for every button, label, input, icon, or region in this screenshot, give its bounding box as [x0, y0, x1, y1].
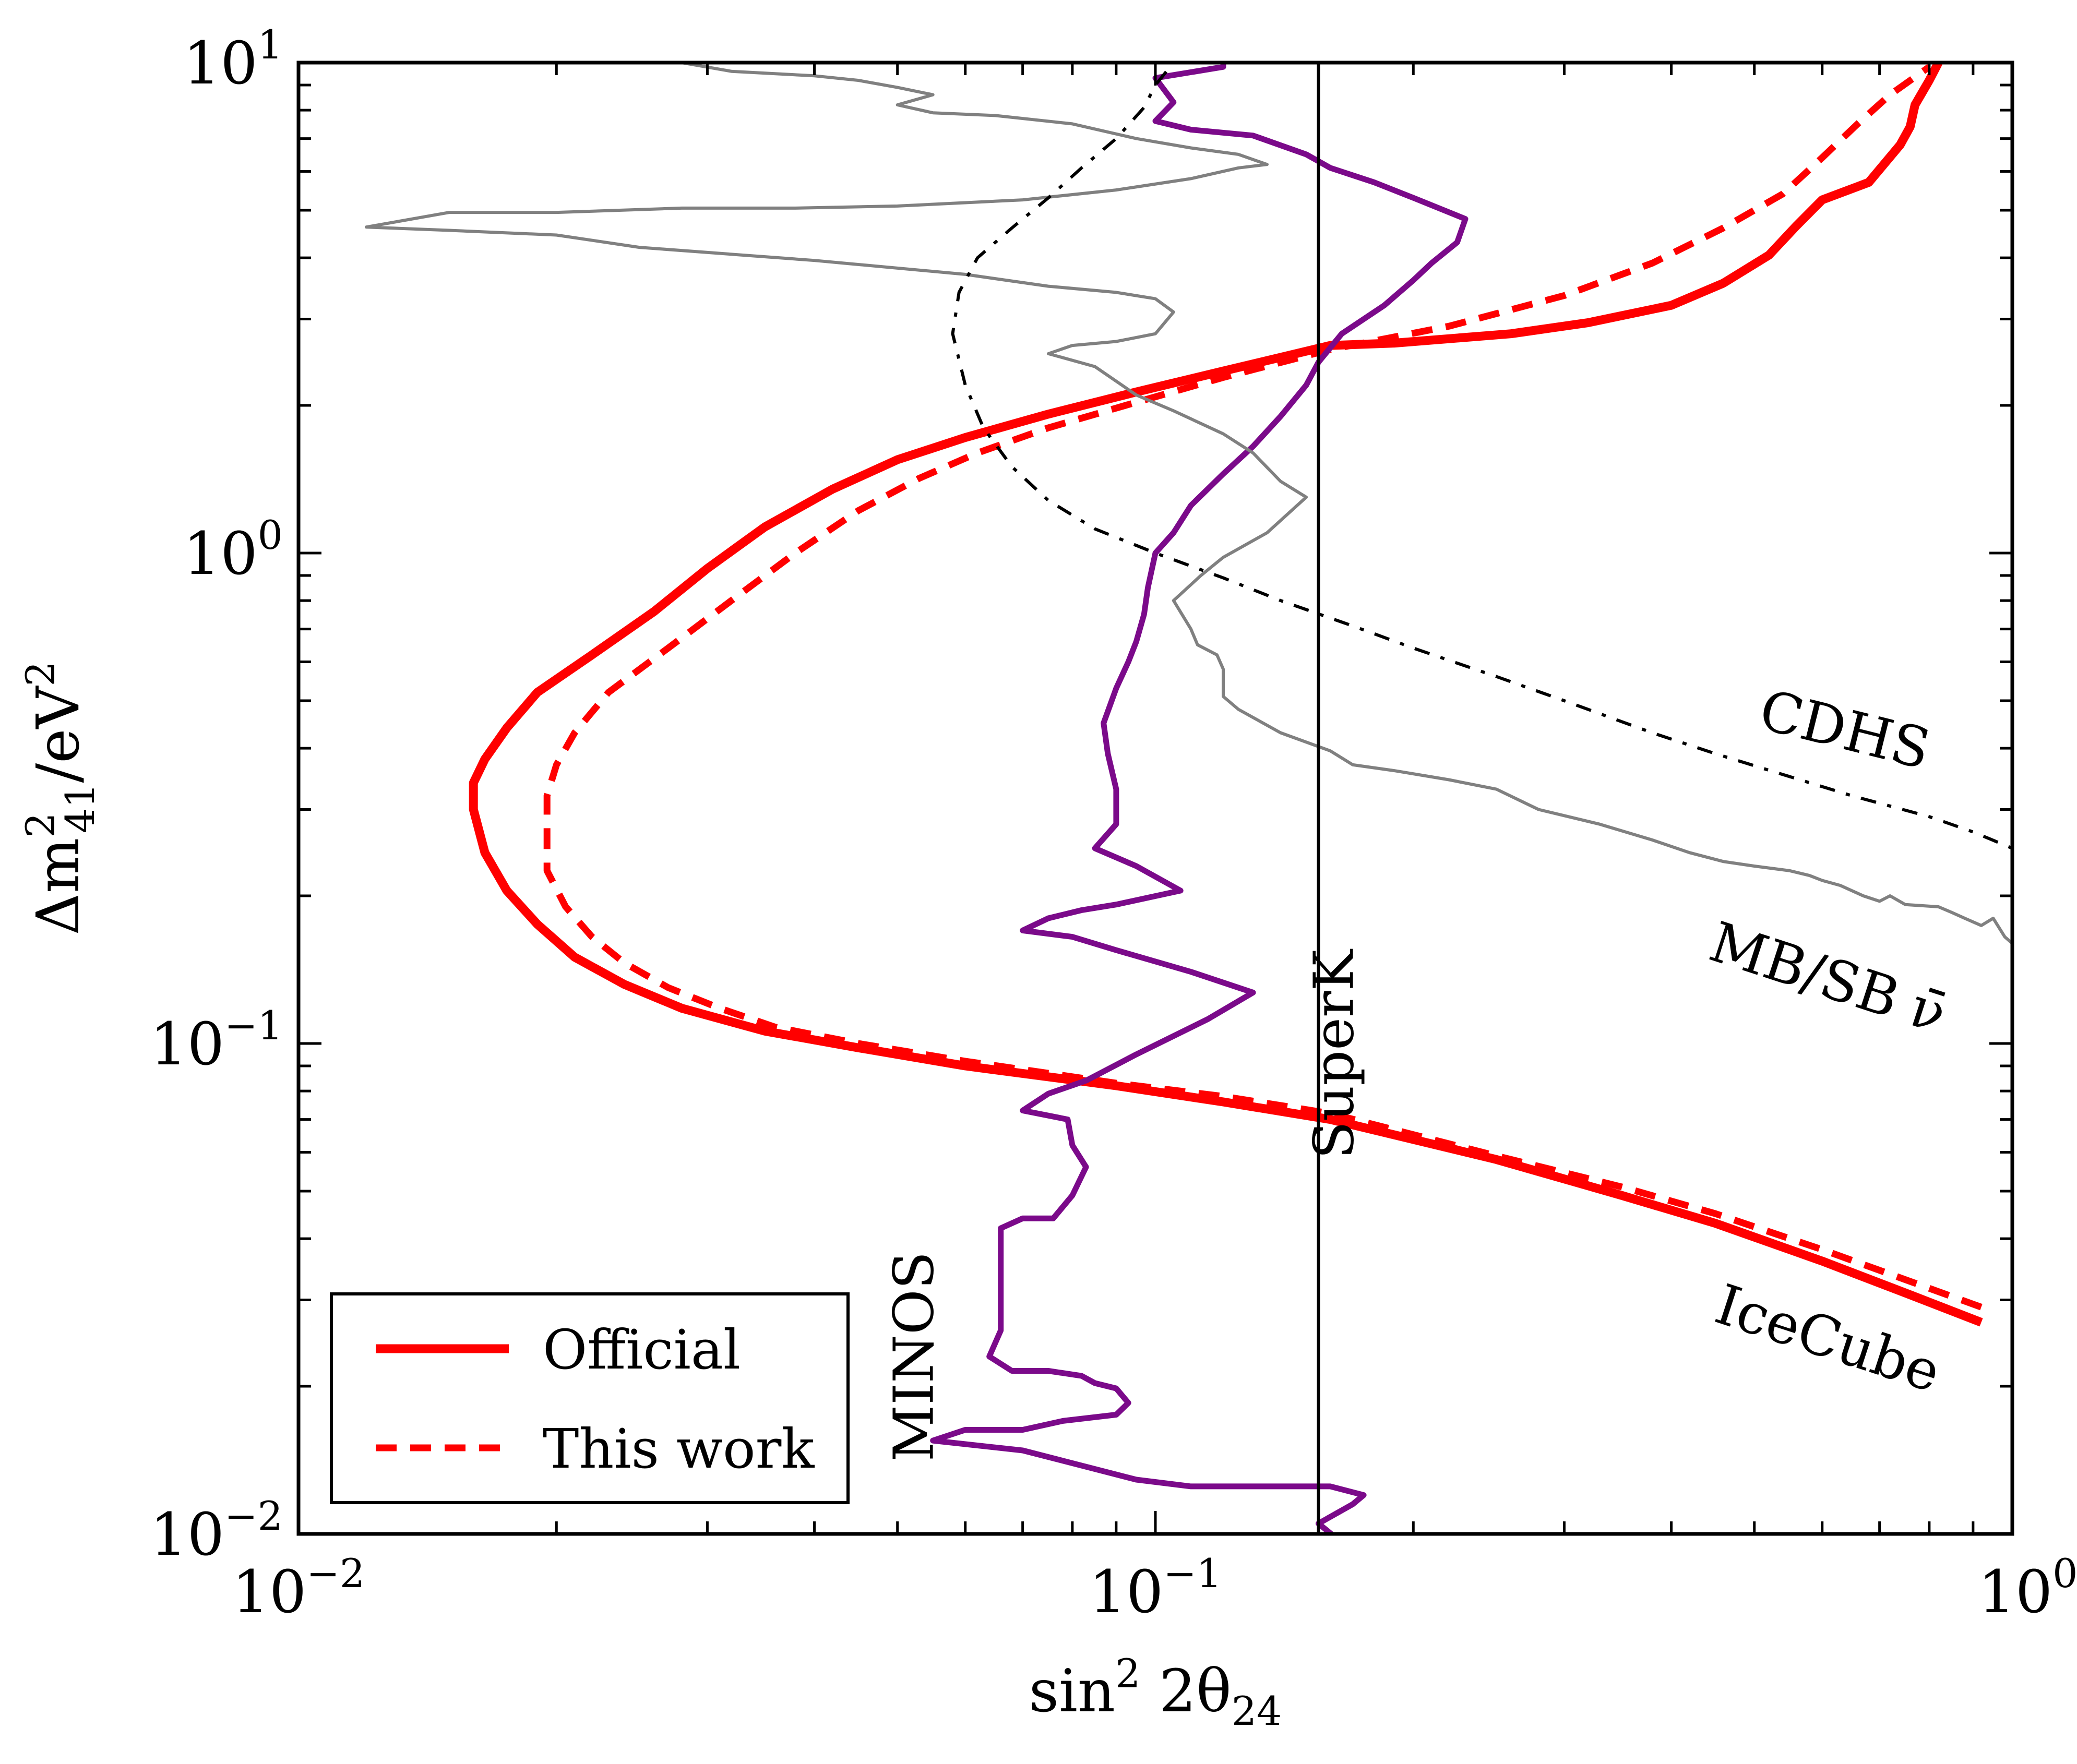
- y-title-post: /eV: [25, 686, 92, 783]
- y-title-post-sup: 2: [17, 661, 64, 686]
- tick-label-base: 10: [183, 30, 258, 98]
- tick-label-base: 10: [232, 1558, 307, 1626]
- tick-label-exponent: −1: [1163, 1550, 1222, 1597]
- y-tick-label: 101: [183, 21, 283, 98]
- tick-label-base: 10: [183, 520, 258, 588]
- x-title-sub: 24: [1232, 1688, 1282, 1734]
- y-axis-title-group: Δm241/eV2: [17, 661, 103, 935]
- legend-label-this-work: This work: [543, 1417, 815, 1481]
- y-title-sub: 41: [57, 783, 103, 834]
- series-line-this-work: [543, 64, 1983, 1311]
- y-tick-label: 10−1: [150, 1002, 283, 1078]
- annotation-label: MINOS: [882, 1252, 946, 1462]
- annotation-superk: SuperK: [1302, 949, 1366, 1159]
- series-line-mbsb: [365, 63, 2012, 945]
- annotation-label: SuperK: [1302, 949, 1366, 1159]
- y-axis-title: Δm241/eV2: [17, 661, 103, 935]
- tick-label-exponent: 0: [2052, 1550, 2077, 1597]
- tick-label-exponent: −2: [224, 1493, 283, 1539]
- tick-label-exponent: −2: [306, 1550, 365, 1597]
- annotation-minos: MINOS: [882, 1252, 946, 1462]
- legend-box: [330, 1292, 850, 1504]
- x-tick-label: 100: [1978, 1550, 2077, 1626]
- tick-label-exponent: −1: [224, 1002, 283, 1049]
- y-title-pre: Δm: [25, 838, 92, 935]
- axes: [296, 61, 2014, 1536]
- tick-label-base: 10: [150, 1501, 224, 1569]
- tick-label-base: 10: [150, 1011, 224, 1078]
- series-line-minos: [930, 63, 1469, 1534]
- y-title-sup: 2: [17, 812, 64, 837]
- series-layer: [365, 63, 2012, 1534]
- x-tick-label: 10−1: [1089, 1550, 1222, 1626]
- legend-label-official: Official: [543, 1318, 741, 1382]
- tick-label-exponent: 1: [258, 21, 283, 68]
- x-title-mid: 2θ: [1140, 1658, 1231, 1725]
- x-title-base: sin: [1029, 1658, 1115, 1725]
- tick-label-exponent: 0: [258, 512, 283, 558]
- x-axis-title: sin2 2θ24: [1029, 1650, 1282, 1734]
- y-tick-label: 100: [183, 512, 283, 588]
- x-title-sup: 2: [1115, 1650, 1140, 1697]
- y-tick-label: 10−2: [150, 1493, 283, 1569]
- tick-label-base: 10: [1978, 1558, 2053, 1626]
- series-line-cdhs: [951, 63, 2012, 850]
- legend: Official This work: [330, 1292, 850, 1504]
- x-tick-label: 10−2: [232, 1550, 365, 1626]
- tick-label-base: 10: [1089, 1558, 1164, 1626]
